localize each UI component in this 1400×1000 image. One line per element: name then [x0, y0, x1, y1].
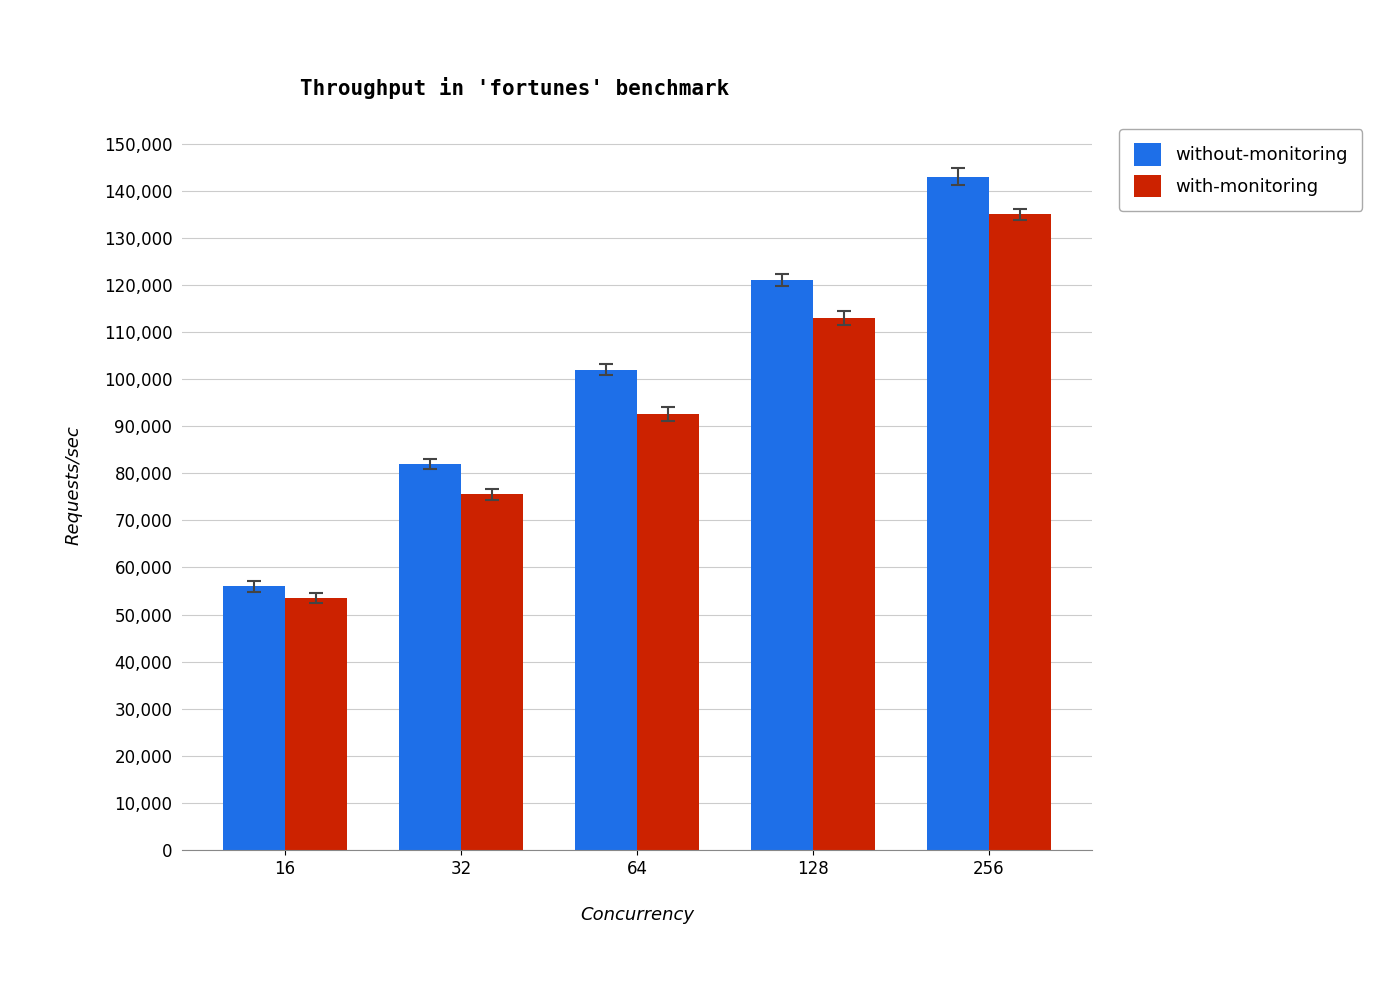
X-axis label: Concurrency: Concurrency [580, 906, 694, 924]
Bar [637, 414, 699, 850]
Text: Throughput in 'fortunes' benchmark: Throughput in 'fortunes' benchmark [300, 77, 729, 99]
Bar [988, 214, 1050, 850]
Bar [813, 318, 875, 850]
Y-axis label: Requests/sec: Requests/sec [64, 425, 83, 545]
Bar [461, 494, 522, 850]
Bar [224, 586, 286, 850]
Bar [575, 370, 637, 850]
Legend: without-monitoring, with-monitoring: without-monitoring, with-monitoring [1119, 129, 1362, 211]
Bar [927, 177, 988, 850]
Bar [399, 464, 461, 850]
Bar [752, 280, 813, 850]
Bar [286, 598, 347, 850]
